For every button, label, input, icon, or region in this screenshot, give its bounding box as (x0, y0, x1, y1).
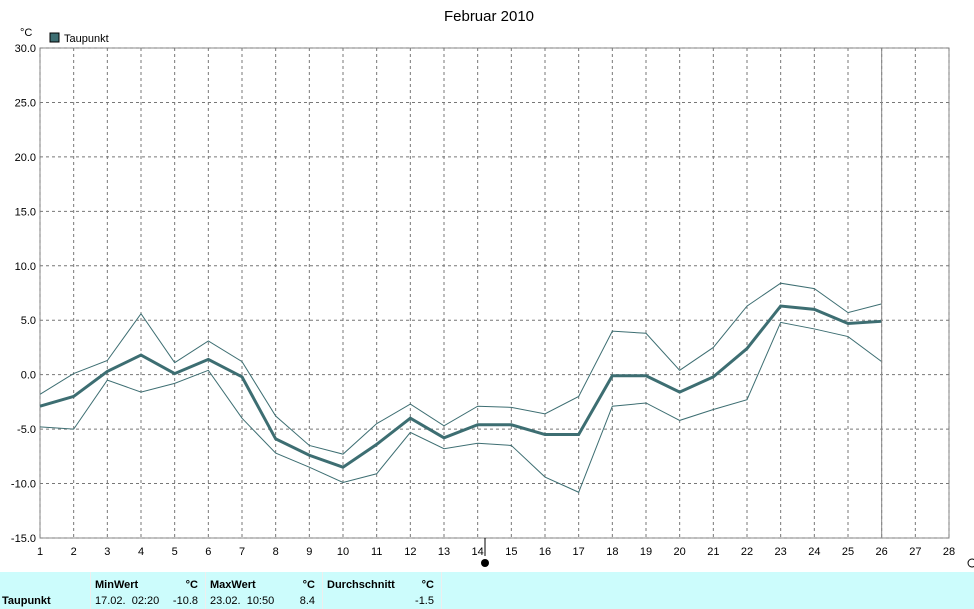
legend-swatch (49, 32, 60, 43)
x-tick-label: 5 (172, 546, 178, 558)
x-tick-label: 16 (539, 546, 551, 558)
x-tick-label: 12 (404, 546, 416, 558)
y-tick-label: -15.0 (11, 533, 36, 545)
x-tick-label: 1 (37, 546, 43, 558)
x-tick-label: 3 (104, 546, 110, 558)
x-tick-label: 14 (472, 546, 484, 558)
x-tick-label: 10 (337, 546, 349, 558)
column-header: MaxWert (210, 579, 256, 591)
stats-cell: MaxWert °C 23.02. 10:50 8.4 (205, 572, 322, 609)
column-unit: °C (421, 579, 434, 591)
y-tick-label: 10.0 (15, 261, 36, 273)
x-tick-label: 24 (808, 546, 820, 558)
scroll-end (967, 558, 974, 568)
scroll-marker (481, 559, 489, 567)
stat-value: -1.5 (415, 595, 434, 607)
legend-label: Taupunkt (64, 33, 109, 45)
column-unit: °C (185, 579, 198, 591)
x-tick-label: 25 (842, 546, 854, 558)
y-tick-label: 20.0 (15, 152, 36, 164)
y-tick-label: -10.0 (11, 479, 36, 491)
x-tick-label: 9 (306, 546, 312, 558)
x-tick-label: 27 (909, 546, 921, 558)
x-tick-label: 22 (741, 546, 753, 558)
column-header: Durchschnitt (327, 579, 395, 591)
x-tick-label: 8 (273, 546, 279, 558)
time-value: 23.02. 10:50 (210, 595, 275, 607)
chart-title: Februar 2010 (444, 8, 534, 25)
y-tick-label: 15.0 (15, 206, 36, 218)
x-tick-label: 19 (640, 546, 652, 558)
plot-area (39, 47, 950, 539)
x-tick-label: 28 (943, 546, 955, 558)
x-tick-label: 23 (775, 546, 787, 558)
series-line (39, 321, 882, 493)
stats-cell: Durchschnitt °C -1.5 (322, 572, 441, 609)
stat-value: -10.8 (172, 595, 198, 607)
stats-cell-end (441, 572, 442, 609)
chart: Februar 2010 °C Taupunkt -15.0 -10.0 -5.0 0… (11, 8, 974, 568)
stats-cell: MinWert °C 17.02. 02:20 -10.8 (90, 572, 205, 609)
row-label: Taupunkt (2, 595, 51, 607)
x-tick-label: 18 (606, 546, 618, 558)
time-value: 17.02. 02:20 (95, 595, 160, 607)
x-tick-label: 7 (239, 546, 245, 558)
y-tick-label: 0.0 (21, 370, 36, 382)
y-unit: °C (20, 27, 32, 39)
x-tick-label: 2 (71, 546, 77, 558)
series-line (39, 304, 882, 469)
x-tick-label: 6 (205, 546, 211, 558)
x-tick-label: 21 (707, 546, 719, 558)
stats-table: Taupunkt MinWert °C 17.02. 02:20 -10.8 MaxWe… (0, 572, 974, 609)
stat-value: 8.4 (299, 595, 315, 607)
x-tick-label: 20 (674, 546, 686, 558)
series-line (39, 282, 882, 455)
x-tick-label: 13 (438, 546, 450, 558)
x-tick-label: 15 (505, 546, 517, 558)
column-unit: °C (302, 579, 315, 591)
y-tick-label: -5.0 (17, 424, 36, 436)
y-tick-label: 30.0 (15, 43, 36, 55)
column-header: MinWert (95, 579, 139, 591)
x-tick-label: 17 (573, 546, 585, 558)
y-tick-label: 25.0 (15, 97, 36, 109)
y-tick-label: 5.0 (21, 315, 36, 327)
x-tick-label: 11 (371, 546, 382, 558)
x-tick-label: 4 (138, 546, 144, 558)
x-tick-label: 26 (876, 546, 888, 558)
